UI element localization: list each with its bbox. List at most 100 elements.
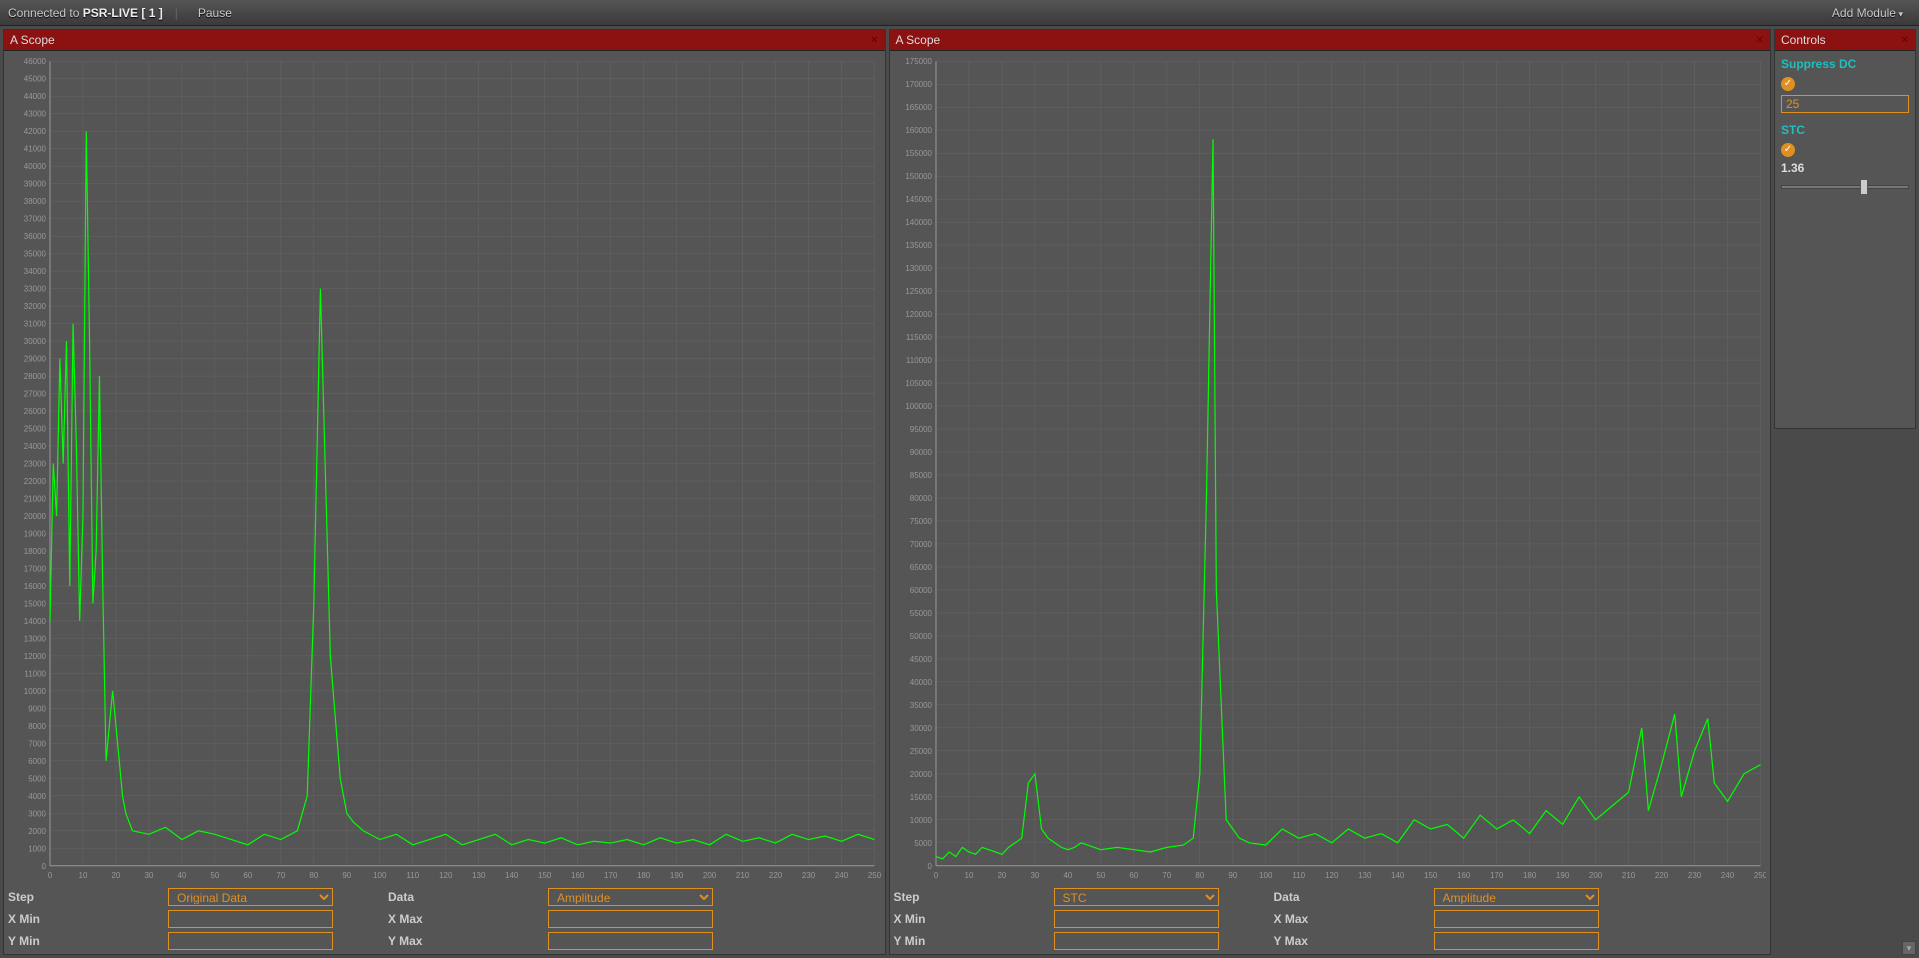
svg-text:0: 0 <box>927 862 932 871</box>
toolbar: Connected to PSR-LIVE [ 1 ] | Pause Add … <box>0 0 1919 26</box>
svg-text:25000: 25000 <box>909 747 932 756</box>
ymin-label: Y Min <box>894 932 1004 950</box>
svg-text:125000: 125000 <box>905 287 932 296</box>
svg-text:0: 0 <box>48 871 53 880</box>
svg-text:115000: 115000 <box>905 333 932 342</box>
svg-text:155000: 155000 <box>905 149 932 158</box>
svg-text:3000: 3000 <box>28 809 46 818</box>
svg-text:42000: 42000 <box>24 127 47 136</box>
svg-text:20000: 20000 <box>909 770 932 779</box>
svg-text:85000: 85000 <box>909 471 932 480</box>
svg-text:250: 250 <box>1753 871 1766 880</box>
svg-text:55000: 55000 <box>909 609 932 618</box>
suppress-dc-label: Suppress DC <box>1781 57 1909 71</box>
svg-text:0: 0 <box>42 862 47 871</box>
step-select[interactable]: STC <box>1054 888 1219 906</box>
svg-text:160: 160 <box>571 871 585 880</box>
svg-text:140: 140 <box>1391 871 1405 880</box>
controls-panel: Controls ✕ Suppress DC ✓ STC ✓ 1.36 <box>1774 29 1916 429</box>
suppress-dc-input[interactable] <box>1781 95 1909 113</box>
stc-slider[interactable] <box>1781 179 1909 195</box>
svg-text:5000: 5000 <box>914 839 932 848</box>
svg-text:130: 130 <box>472 871 486 880</box>
svg-text:150: 150 <box>538 871 552 880</box>
svg-text:39000: 39000 <box>24 180 47 189</box>
svg-text:60: 60 <box>243 871 252 880</box>
svg-text:33000: 33000 <box>24 285 47 294</box>
svg-text:20000: 20000 <box>24 512 47 521</box>
svg-text:220: 220 <box>769 871 783 880</box>
ymin-input[interactable] <box>168 932 333 950</box>
step-label: Step <box>894 888 1004 906</box>
suppress-dc-checkbox[interactable]: ✓ <box>1781 77 1795 91</box>
svg-text:5000: 5000 <box>28 774 46 783</box>
svg-text:28000: 28000 <box>24 372 47 381</box>
svg-text:10: 10 <box>964 871 973 880</box>
svg-text:10: 10 <box>79 871 88 880</box>
svg-text:240: 240 <box>835 871 849 880</box>
svg-text:80: 80 <box>309 871 318 880</box>
svg-text:200: 200 <box>1588 871 1602 880</box>
ymax-input[interactable] <box>1434 932 1599 950</box>
svg-text:210: 210 <box>1621 871 1635 880</box>
scroll-indicator-icon[interactable]: ▾ <box>1902 941 1916 955</box>
data-select[interactable]: Amplitude <box>1434 888 1599 906</box>
scope-panel-1-close[interactable]: ✕ <box>870 35 878 46</box>
xmax-label: X Max <box>388 910 498 928</box>
svg-text:130: 130 <box>1358 871 1372 880</box>
svg-text:16000: 16000 <box>24 582 47 591</box>
svg-text:1000: 1000 <box>28 844 46 853</box>
svg-text:2000: 2000 <box>28 827 46 836</box>
svg-text:40: 40 <box>177 871 186 880</box>
svg-text:8000: 8000 <box>28 722 46 731</box>
add-module-button[interactable]: Add Module <box>1824 4 1911 22</box>
svg-text:105000: 105000 <box>905 379 932 388</box>
xmin-input[interactable] <box>1054 910 1219 928</box>
svg-text:7000: 7000 <box>28 739 46 748</box>
svg-text:20: 20 <box>111 871 120 880</box>
svg-text:120: 120 <box>439 871 453 880</box>
svg-text:29000: 29000 <box>24 355 47 364</box>
svg-text:90: 90 <box>1228 871 1237 880</box>
xmin-input[interactable] <box>168 910 333 928</box>
ymin-input[interactable] <box>1054 932 1219 950</box>
svg-text:10000: 10000 <box>24 687 47 696</box>
scope-panel-2-close[interactable]: ✕ <box>1756 35 1764 46</box>
svg-text:70000: 70000 <box>909 540 932 549</box>
svg-text:43000: 43000 <box>24 110 47 119</box>
svg-text:90000: 90000 <box>909 448 932 457</box>
pause-button[interactable]: Pause <box>190 4 240 22</box>
svg-text:190: 190 <box>1555 871 1569 880</box>
stc-checkbox[interactable]: ✓ <box>1781 143 1795 157</box>
svg-text:24000: 24000 <box>24 442 47 451</box>
svg-text:80000: 80000 <box>909 494 932 503</box>
svg-text:140000: 140000 <box>905 218 932 227</box>
controls-panel-title: Controls <box>1781 33 1826 47</box>
scope-2-form: Step STC Data Amplitude X Min X Max Y Mi… <box>894 884 1767 950</box>
xmin-label: X Min <box>894 910 1004 928</box>
svg-text:110: 110 <box>1292 871 1305 880</box>
xmax-input[interactable] <box>548 910 713 928</box>
svg-text:23000: 23000 <box>24 460 47 469</box>
svg-text:30: 30 <box>1030 871 1039 880</box>
svg-text:70: 70 <box>276 871 285 880</box>
svg-text:230: 230 <box>802 871 816 880</box>
svg-text:90: 90 <box>342 871 351 880</box>
svg-text:175000: 175000 <box>905 57 932 66</box>
data-select[interactable]: Amplitude <box>548 888 713 906</box>
scope-panel-1: A Scope ✕ 010002000300040005000600070008… <box>3 29 886 955</box>
step-select[interactable]: Original Data <box>168 888 333 906</box>
controls-panel-close[interactable]: ✕ <box>1901 35 1909 46</box>
svg-text:21000: 21000 <box>24 494 47 503</box>
ymax-input[interactable] <box>548 932 713 950</box>
svg-text:6000: 6000 <box>28 757 46 766</box>
ymin-label: Y Min <box>8 932 118 950</box>
svg-text:100: 100 <box>1259 871 1273 880</box>
connection-status: Connected to PSR-LIVE [ 1 ] <box>8 6 163 20</box>
xmax-input[interactable] <box>1434 910 1599 928</box>
svg-text:70: 70 <box>1162 871 1171 880</box>
svg-text:30000: 30000 <box>909 724 932 733</box>
svg-text:50: 50 <box>210 871 219 880</box>
svg-text:30: 30 <box>144 871 153 880</box>
stc-label: STC <box>1781 123 1909 137</box>
